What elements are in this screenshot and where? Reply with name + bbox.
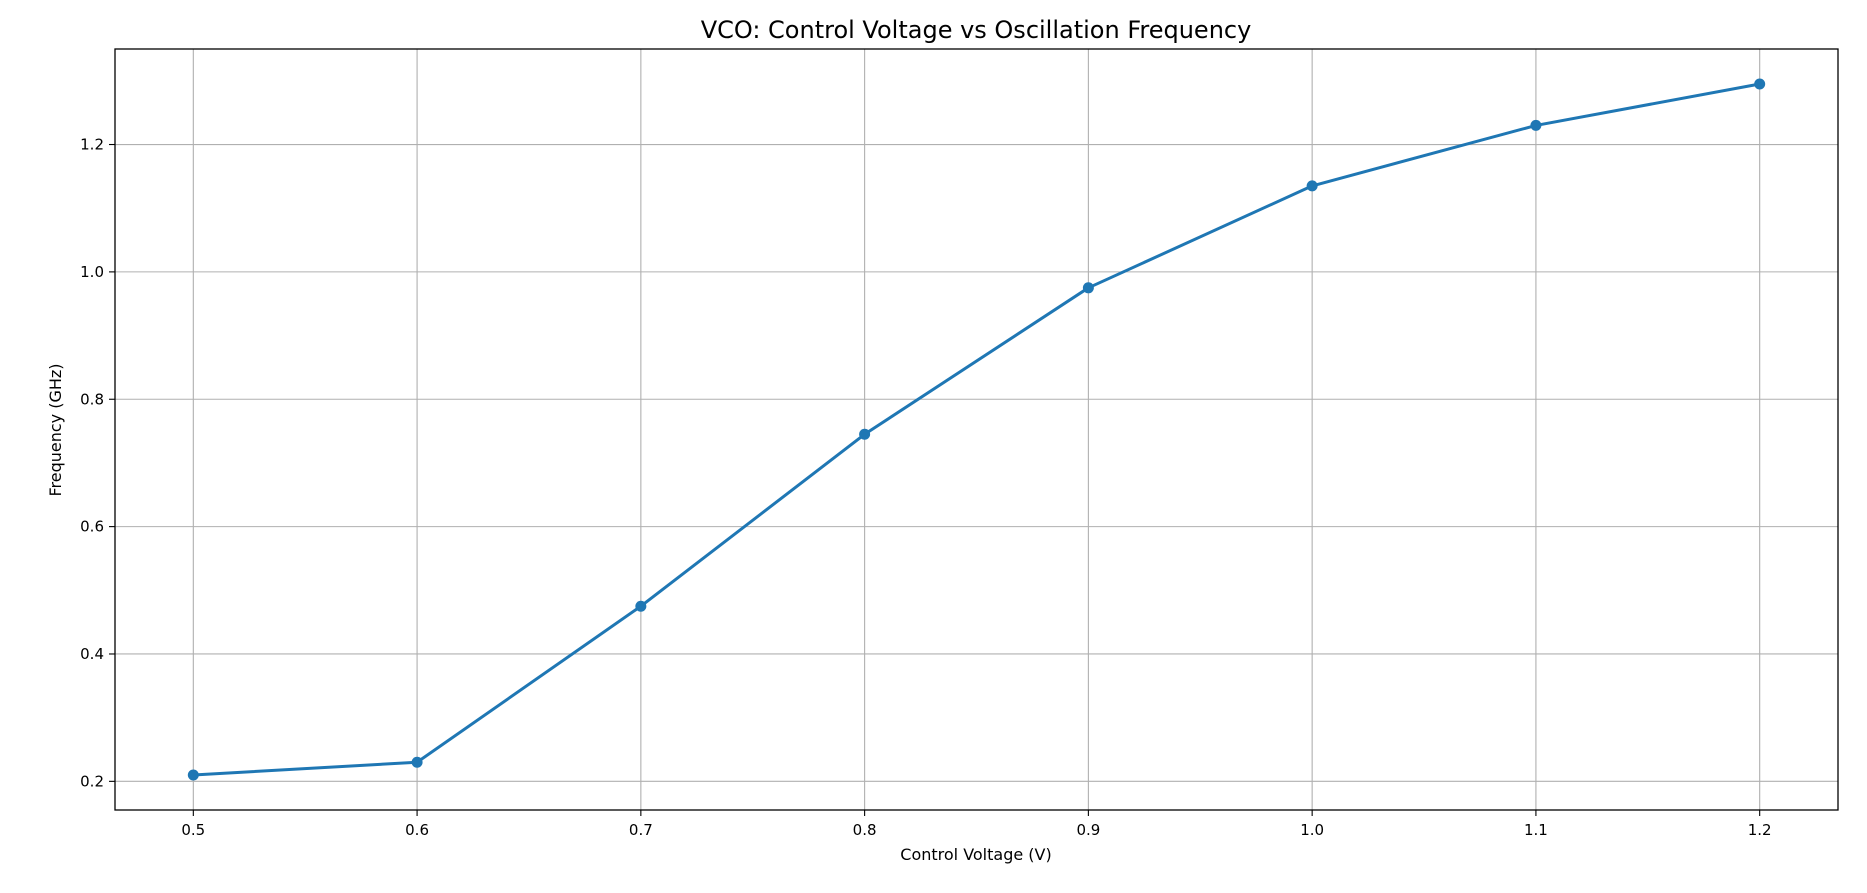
y-tick-label: 0.2 <box>80 772 104 790</box>
plot-frame <box>114 48 1839 811</box>
x-tick-label: 0.5 <box>181 821 205 839</box>
y-tick-label: 0.4 <box>80 645 104 663</box>
grid-lines <box>115 49 1838 810</box>
data-point <box>411 756 423 768</box>
x-tick-label: 0.9 <box>1076 821 1100 839</box>
chart-title: VCO: Control Voltage vs Oscillation Freq… <box>701 16 1252 44</box>
series-layer <box>187 78 1766 781</box>
x-tick-label: 0.6 <box>405 821 429 839</box>
x-tick-label: 1.1 <box>1524 821 1548 839</box>
y-tick-label: 1.0 <box>80 263 104 281</box>
data-point <box>635 600 647 612</box>
x-axis-ticks: 0.5 0.6 0.7 0.8 0.9 1.0 1.1 1.2 <box>181 810 1772 839</box>
data-point <box>187 769 199 781</box>
x-tick-label: 0.8 <box>853 821 877 839</box>
data-point <box>1530 119 1542 131</box>
data-point <box>1754 78 1766 90</box>
x-tick-label: 0.7 <box>629 821 653 839</box>
x-tick-label: 1.2 <box>1748 821 1772 839</box>
data-point <box>1306 180 1318 192</box>
y-axis-ticks: 0.2 0.4 0.6 0.8 1.0 1.2 <box>80 136 115 790</box>
y-axis-label: Frequency (GHz) <box>46 363 65 496</box>
data-point <box>1082 282 1094 294</box>
y-tick-label: 0.6 <box>80 518 104 536</box>
x-tick-label: 1.0 <box>1300 821 1324 839</box>
data-point <box>859 428 871 440</box>
series-line <box>191 82 1762 777</box>
y-tick-label: 0.8 <box>80 390 104 408</box>
x-axis-label: Control Voltage (V) <box>900 845 1051 864</box>
y-tick-label: 1.2 <box>80 136 104 154</box>
